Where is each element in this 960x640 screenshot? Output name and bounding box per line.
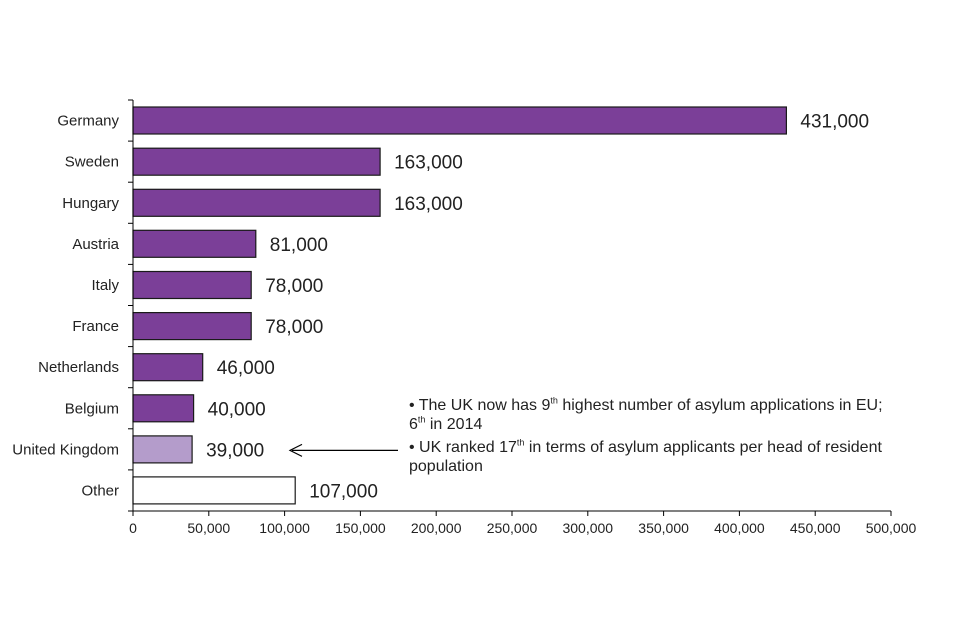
category-label-sweden: Sweden bbox=[65, 154, 119, 171]
bar-italy bbox=[132, 270, 252, 300]
value-label-hungary: 163,000 bbox=[394, 194, 463, 215]
annotation-arrow bbox=[288, 443, 398, 457]
x-tick-label: 250,000 bbox=[487, 520, 538, 536]
arrow-head bbox=[288, 443, 303, 457]
annotation-note-1: • The UK now has 9th highest number of a… bbox=[409, 396, 960, 434]
x-tick-label: 450,000 bbox=[790, 520, 841, 536]
x-tick-label: 50,000 bbox=[187, 520, 230, 536]
category-labels: Germany Sweden Hungary Austria Italy France Ne… bbox=[12, 113, 119, 500]
bars-group bbox=[132, 106, 788, 505]
value-label-sweden: 163,000 bbox=[394, 153, 463, 174]
bar-hungary bbox=[132, 188, 381, 217]
x-tick-label: 350,000 bbox=[638, 520, 689, 536]
x-tick-label: 0 bbox=[129, 520, 137, 536]
value-label-belgium: 40,000 bbox=[208, 399, 266, 420]
value-label-united-kingdom: 39,000 bbox=[206, 440, 264, 461]
bar-france bbox=[132, 312, 252, 341]
x-tick-label: 400,000 bbox=[714, 520, 765, 536]
category-label-italy: Italy bbox=[91, 277, 119, 294]
category-label-united-kingdom: United Kingdom bbox=[12, 441, 119, 458]
x-axis: 0 50,000 100,000 150,000 200,000 250,000 300,0… bbox=[128, 99, 917, 536]
category-label-belgium: Belgium bbox=[65, 400, 119, 417]
bar-netherlands bbox=[132, 353, 204, 382]
annotation-line-2: 6th in 2014 bbox=[409, 414, 483, 433]
annotation-line-4: population bbox=[409, 458, 483, 475]
annotation-note-2: • UK ranked 17th in terms of asylum appl… bbox=[409, 438, 960, 476]
bar-austria bbox=[132, 229, 257, 258]
category-label-hungary: Hungary bbox=[62, 195, 119, 212]
category-label-france: France bbox=[72, 318, 119, 335]
value-label-france: 78,000 bbox=[265, 317, 323, 338]
x-tick-label: 150,000 bbox=[335, 520, 386, 536]
bar-other bbox=[132, 476, 296, 505]
annotation-line-3: • UK ranked 17th in terms of asylum appl… bbox=[409, 437, 882, 456]
category-label-germany: Germany bbox=[57, 113, 119, 130]
value-label-germany: 431,000 bbox=[800, 112, 869, 133]
value-label-other: 107,000 bbox=[309, 481, 378, 502]
x-tick-label: 100,000 bbox=[259, 520, 310, 536]
x-tick-label: 200,000 bbox=[411, 520, 462, 536]
x-tick-label: 300,000 bbox=[562, 520, 613, 536]
category-label-austria: Austria bbox=[72, 236, 119, 253]
bar-germany bbox=[132, 106, 788, 135]
bar-sweden bbox=[132, 147, 381, 176]
bar-united-kingdom bbox=[132, 435, 193, 464]
value-label-austria: 81,000 bbox=[270, 235, 328, 256]
value-label-netherlands: 46,000 bbox=[217, 358, 275, 379]
category-label-netherlands: Netherlands bbox=[38, 359, 119, 376]
annotation-line-1: • The UK now has 9th highest number of a… bbox=[409, 395, 883, 414]
category-label-other: Other bbox=[81, 482, 119, 499]
bar-belgium bbox=[132, 394, 195, 423]
x-tick-label: 500,000 bbox=[866, 520, 917, 536]
value-labels: 431,000 163,000 163,000 81,000 78,000 78,000 4… bbox=[206, 112, 869, 503]
value-label-italy: 78,000 bbox=[265, 276, 323, 297]
